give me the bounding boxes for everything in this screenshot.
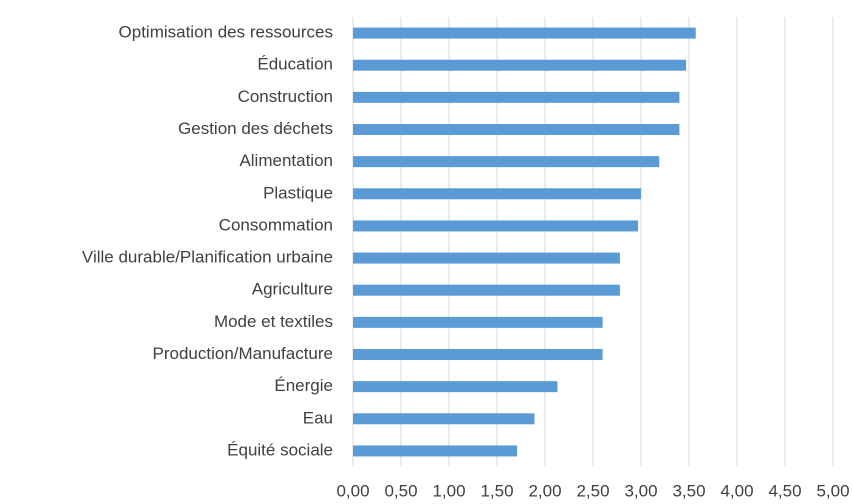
- y-tick-label: Optimisation des ressources: [119, 23, 333, 42]
- bar: [353, 188, 641, 200]
- bar: [353, 91, 680, 103]
- y-tick-label: Éducation: [257, 55, 333, 74]
- y-tick-label: Eau: [303, 408, 333, 427]
- x-tick-label: 3,00: [624, 481, 657, 500]
- bar: [353, 349, 603, 360]
- y-tick-label: Gestion des déchets: [178, 119, 333, 138]
- bar: [353, 381, 558, 393]
- bar: [353, 59, 687, 71]
- x-tick-label: 4,50: [768, 481, 801, 500]
- x-tick-label: 0,50: [384, 481, 417, 500]
- bar: [353, 220, 639, 232]
- x-tick-label: 2,00: [528, 481, 561, 500]
- y-tick-label: Mode et textiles: [214, 312, 333, 331]
- y-tick-label: Production/Manufacture: [153, 344, 334, 363]
- x-tick-label: 2,50: [576, 481, 609, 500]
- x-tick-label: 0,00: [336, 481, 369, 500]
- x-tick-label: 1,50: [480, 481, 513, 500]
- bar: [353, 124, 680, 135]
- y-tick-label: Alimentation: [239, 151, 333, 170]
- y-tick-label: Équité sociale: [227, 440, 333, 459]
- y-tick-label: Plastique: [263, 183, 333, 202]
- x-tick-label: 4,00: [720, 481, 753, 500]
- y-tick-label: Consommation: [219, 215, 333, 234]
- bar: [353, 316, 603, 328]
- y-tick-label: Agriculture: [252, 280, 333, 299]
- bar: [353, 252, 620, 264]
- y-tick-label: Construction: [238, 87, 333, 106]
- bar: [353, 413, 535, 425]
- bar: [353, 445, 518, 457]
- bar: [353, 27, 696, 39]
- y-tick-label: Ville durable/Planification urbaine: [82, 248, 333, 267]
- bar: [353, 156, 660, 168]
- x-tick-label: 3,50: [672, 481, 705, 500]
- x-tick-label: 1,00: [432, 481, 465, 500]
- x-tick-label: 5,00: [816, 481, 849, 500]
- bar: [353, 284, 620, 296]
- y-tick-label: Énergie: [274, 376, 333, 395]
